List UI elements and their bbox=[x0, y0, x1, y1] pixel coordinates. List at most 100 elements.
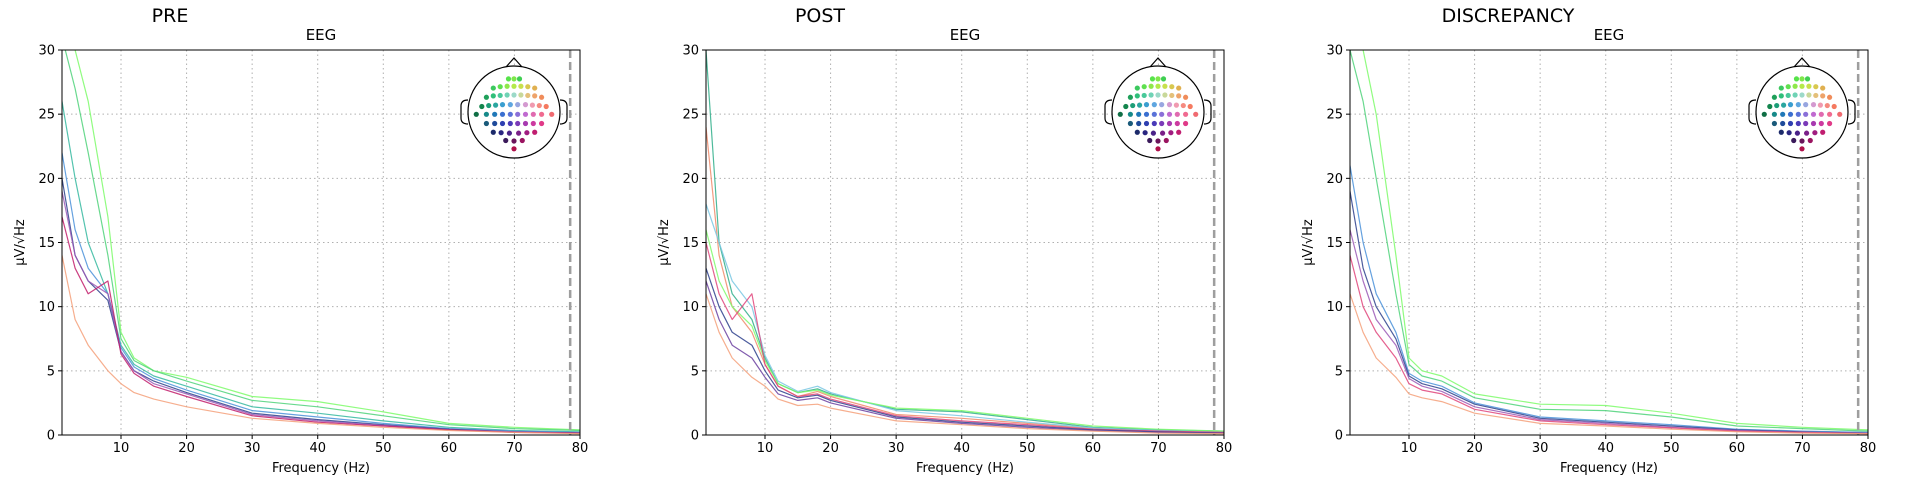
sensor-dot bbox=[504, 83, 510, 89]
panel-title: DISCREPANCY bbox=[1442, 5, 1575, 27]
sensor-dot bbox=[518, 92, 524, 98]
x-tick-label: 80 bbox=[1216, 441, 1233, 456]
sensor-dot bbox=[499, 102, 506, 108]
x-tick-label: 30 bbox=[1532, 441, 1549, 456]
series-line-0 bbox=[74, 50, 580, 431]
sensor-dot bbox=[1813, 84, 1819, 90]
sensor-dot bbox=[479, 103, 485, 110]
sensor-dot bbox=[522, 120, 529, 127]
sensor-dot bbox=[505, 76, 512, 82]
sensor-dot bbox=[1151, 102, 1157, 108]
sensor-dot bbox=[506, 130, 512, 136]
sensor-dot bbox=[1818, 120, 1824, 127]
sensor-dot bbox=[483, 94, 489, 100]
x-tick-label: 50 bbox=[1019, 441, 1036, 456]
series-line-3 bbox=[62, 152, 580, 433]
panel-title: POST bbox=[795, 5, 845, 27]
x-tick-label: 60 bbox=[441, 441, 458, 456]
sensor-dot bbox=[1155, 138, 1161, 144]
sensor-dot bbox=[1795, 111, 1801, 117]
sensor-dot bbox=[1787, 102, 1794, 108]
y-tick-label: 10 bbox=[1326, 300, 1343, 315]
y-tick-label: 20 bbox=[682, 172, 699, 187]
sensor-dot bbox=[1827, 94, 1833, 100]
y-tick-label: 20 bbox=[38, 172, 55, 187]
sensor-dot bbox=[1162, 83, 1168, 89]
sensor-dot bbox=[1193, 111, 1199, 117]
sensor-dot bbox=[1173, 102, 1179, 108]
sensor-dot bbox=[1180, 102, 1186, 109]
sensor-dot bbox=[507, 111, 513, 117]
sensor-dot bbox=[515, 120, 521, 127]
sensor-dot bbox=[1166, 120, 1173, 127]
series-line-4 bbox=[62, 178, 580, 434]
sensor-dot bbox=[543, 103, 549, 110]
sensor-dot bbox=[1143, 102, 1150, 108]
sensor-dot bbox=[1159, 102, 1165, 108]
sensor-dot bbox=[1174, 111, 1180, 117]
x-tick-label: 70 bbox=[1150, 441, 1167, 456]
sensor-dot bbox=[532, 85, 538, 91]
sensor-dot bbox=[519, 137, 525, 144]
sensor-dot bbox=[1169, 92, 1175, 99]
sensor-dot bbox=[1804, 76, 1811, 82]
head-nose bbox=[1149, 57, 1167, 68]
sensor-dot bbox=[529, 102, 536, 108]
sensor-dot bbox=[1136, 111, 1142, 117]
sensor-dot bbox=[539, 94, 545, 100]
sensor-dot bbox=[1785, 84, 1791, 90]
x-tick-label: 10 bbox=[113, 441, 130, 456]
sensor-dot bbox=[1824, 102, 1830, 109]
sensor-dot bbox=[1771, 111, 1777, 117]
sensor-dot bbox=[492, 111, 498, 117]
y-tick-label: 15 bbox=[1326, 236, 1343, 251]
sensor-dot bbox=[507, 120, 513, 127]
sensor-dot bbox=[515, 102, 521, 108]
sensor-dot bbox=[1174, 120, 1180, 127]
sensor-dot bbox=[1150, 130, 1156, 136]
sensor-dot bbox=[522, 102, 529, 108]
series-line-2 bbox=[706, 203, 1224, 433]
series-line-6 bbox=[1350, 293, 1868, 435]
sensor-dot bbox=[1761, 111, 1767, 117]
sensor-dot bbox=[492, 120, 498, 127]
panel-subtitle: EEG bbox=[1594, 26, 1625, 44]
sensor-dot bbox=[1166, 111, 1173, 117]
x-tick-label: 10 bbox=[1401, 441, 1418, 456]
y-tick-label: 25 bbox=[1326, 108, 1343, 123]
series-line-4 bbox=[1350, 229, 1868, 434]
panel-subtitle: EEG bbox=[306, 26, 337, 44]
series-lines bbox=[62, 50, 580, 435]
sensor-dot bbox=[1168, 130, 1174, 136]
sensor-dot bbox=[524, 130, 530, 136]
series-line-3 bbox=[1350, 191, 1868, 434]
y-tick-label: 20 bbox=[1326, 172, 1343, 187]
sensor-dot bbox=[1806, 92, 1812, 98]
y-tick-label: 10 bbox=[38, 300, 55, 315]
sensor-dot bbox=[1778, 129, 1784, 135]
sensor-dot bbox=[1804, 130, 1810, 136]
sensor-dot bbox=[1820, 85, 1826, 91]
sensor-dot bbox=[1781, 102, 1787, 108]
sensor-dot bbox=[497, 84, 503, 90]
sensor-dot bbox=[490, 85, 496, 91]
sensor-dot bbox=[499, 111, 506, 117]
sensor-dot bbox=[1136, 120, 1142, 127]
x-tick-label: 40 bbox=[953, 441, 970, 456]
series-line-6 bbox=[62, 216, 580, 434]
sensor-dot bbox=[1786, 130, 1792, 136]
sensor-dot bbox=[1778, 85, 1784, 91]
y-tick-label: 30 bbox=[38, 44, 55, 59]
head-left-ear bbox=[1104, 99, 1113, 125]
sensor-dot bbox=[1147, 137, 1153, 144]
sensor-dot bbox=[1151, 120, 1157, 127]
sensor-dot bbox=[1837, 111, 1843, 117]
sensor-dot bbox=[1810, 102, 1817, 108]
sensor-dot bbox=[1183, 111, 1189, 117]
y-tick-label: 30 bbox=[1326, 44, 1343, 59]
series-line-2 bbox=[62, 101, 580, 433]
sensor-dot bbox=[516, 130, 522, 136]
sensor-dot bbox=[530, 120, 536, 127]
series-line-4 bbox=[706, 242, 1224, 433]
